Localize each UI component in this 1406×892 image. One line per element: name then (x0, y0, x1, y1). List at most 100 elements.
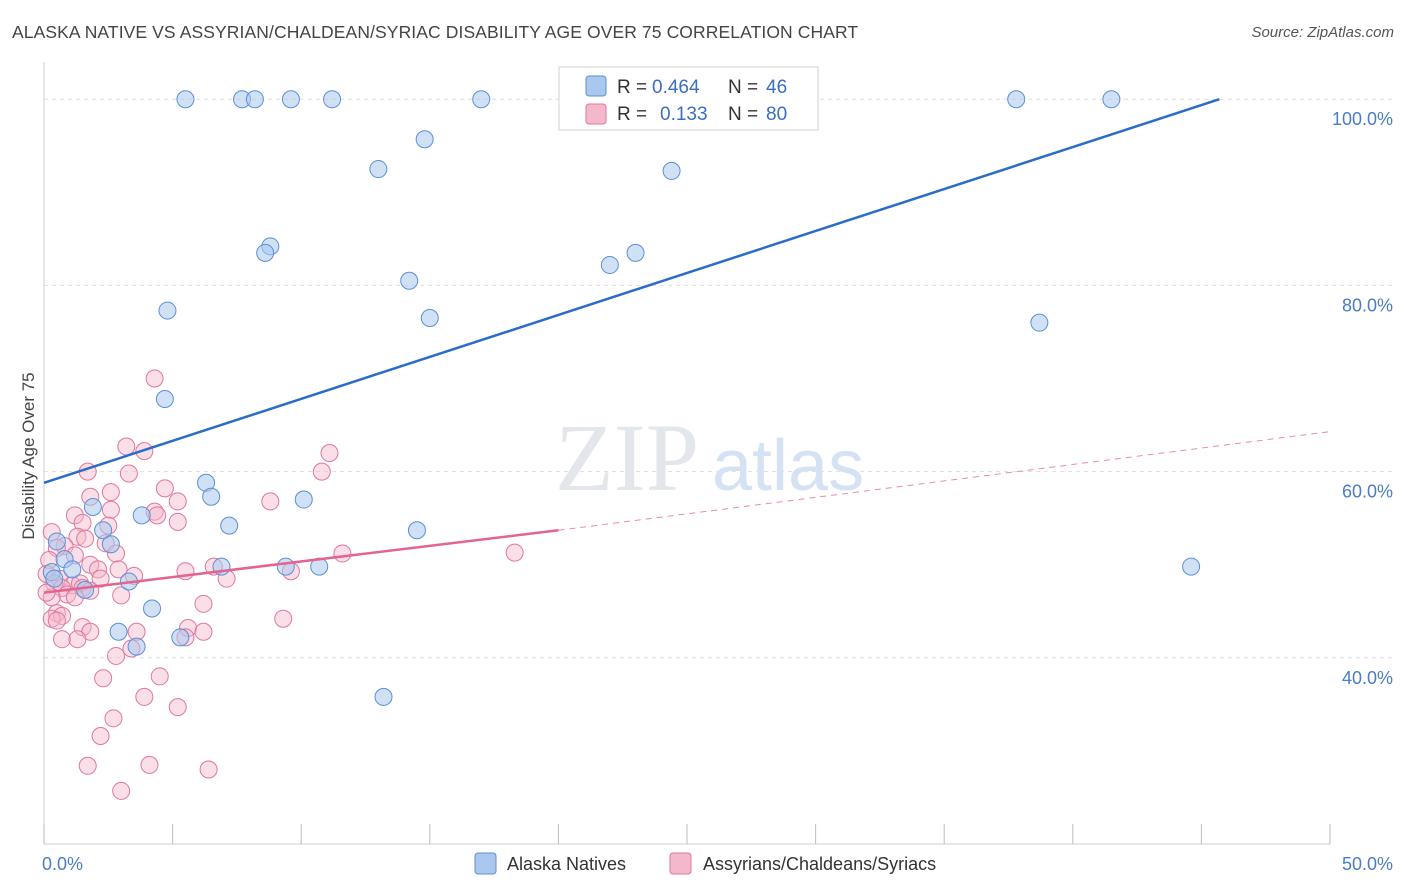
point-alaska (132, 506, 151, 525)
point-assyrians (312, 462, 331, 481)
point-alaska (369, 160, 388, 179)
axes (43, 62, 1331, 845)
point-assyrians (104, 709, 123, 728)
point-assyrians (47, 604, 66, 623)
point-assyrians (145, 369, 164, 388)
legend-n-label-2: N = (728, 104, 758, 125)
x-tick-label: 50.0% (1342, 854, 1393, 874)
point-alaska (294, 490, 313, 509)
point-assyrians (261, 492, 280, 511)
point-assyrians (168, 492, 187, 511)
y-tick-label: 100.0% (1332, 109, 1393, 129)
point-alaska (256, 243, 275, 262)
legend-n-value-1: 46 (766, 77, 787, 98)
legend-r-value-1: 0.464 (652, 77, 700, 98)
point-alaska (101, 535, 120, 554)
point-alaska (47, 532, 66, 551)
point-alaska (45, 569, 64, 588)
point-assyrians (65, 506, 84, 525)
point-assyrians (109, 560, 128, 579)
point-assyrians (505, 543, 524, 562)
legend-r-label-2: R = (617, 104, 647, 125)
point-alaska (1007, 90, 1026, 109)
y-tick-label: 40.0% (1342, 668, 1393, 688)
watermark-zip: ZIP (555, 404, 699, 511)
legend-r-label-1: R = (617, 77, 647, 98)
point-assyrians (119, 464, 138, 483)
trend-lines (43, 98, 1331, 594)
legend-n-value-2: 80 (766, 104, 787, 125)
point-assyrians (320, 444, 339, 462)
point-alaska (415, 130, 434, 149)
point-assyrians (47, 611, 66, 630)
y-tick-labels: 40.0% 60.0% 80.0% 100.0% (1332, 109, 1393, 688)
point-assyrians (148, 506, 167, 525)
chart-title: ALASKA NATIVE VS ASSYRIAN/CHALDEAN/SYRIA… (12, 22, 859, 42)
point-assyrians (112, 586, 131, 605)
legend-swatch-alaska (585, 75, 607, 97)
point-alaska (374, 687, 393, 706)
point-assyrians (168, 512, 187, 531)
legend-swatch-assyrians (585, 103, 607, 125)
point-assyrians (117, 437, 136, 456)
bottom-legend-swatch-assyrians (669, 852, 692, 875)
point-alaska (158, 301, 177, 320)
point-alaska (171, 628, 190, 647)
point-assyrians (274, 609, 293, 628)
point-alaska (83, 497, 102, 516)
point-alaska (600, 255, 619, 274)
point-assyrians (155, 479, 174, 498)
point-alaska (245, 90, 264, 109)
point-alaska (1102, 90, 1121, 109)
point-assyrians (199, 760, 218, 779)
point-alaska (109, 622, 128, 641)
point-assyrians (135, 687, 154, 706)
point-assyrians (194, 594, 213, 613)
point-alaska (176, 90, 195, 109)
point-assyrians (73, 513, 92, 532)
point-assyrians (333, 544, 352, 563)
point-assyrians (76, 529, 95, 548)
point-assyrians (107, 646, 126, 665)
point-assyrians (150, 667, 169, 686)
point-alaska (155, 390, 174, 409)
point-assyrians (68, 630, 87, 649)
y-tick-label: 80.0% (1342, 295, 1393, 315)
point-alaska (94, 521, 113, 540)
point-alaska (400, 271, 419, 290)
point-assyrians (91, 727, 110, 746)
trend-line-assyrians (43, 529, 559, 594)
point-assyrians (101, 500, 120, 519)
watermark-atlas: atlas (712, 426, 864, 506)
series-alaska-points (42, 90, 1201, 706)
point-assyrians (168, 698, 187, 717)
trend-line-assyrians-extension (558, 431, 1331, 531)
legend-r-value-2: 0.133 (660, 104, 708, 125)
bottom-legend-label-assyrians: Assyrians/Chaldeans/Syriacs (703, 854, 936, 874)
point-alaska (63, 560, 82, 579)
point-alaska (662, 161, 681, 180)
point-alaska (202, 487, 221, 506)
point-assyrians (101, 483, 120, 502)
point-alaska (420, 309, 439, 328)
point-assyrians (94, 669, 113, 688)
watermark: ZIP atlas (555, 404, 864, 511)
point-alaska (220, 516, 239, 535)
point-alaska (626, 243, 645, 262)
legend-n-label-1: N = (728, 77, 758, 98)
point-assyrians (91, 569, 110, 588)
point-alaska (76, 580, 95, 599)
point-alaska (323, 90, 342, 109)
y-tick-label: 60.0% (1342, 482, 1393, 502)
point-alaska (276, 557, 295, 576)
bottom-legend: Alaska Natives Assyrians/Chaldeans/Syria… (474, 852, 936, 875)
point-alaska (1030, 313, 1049, 332)
point-alaska (472, 90, 491, 109)
bottom-legend-label-alaska: Alaska Natives (507, 854, 626, 874)
point-alaska (143, 599, 162, 618)
point-alaska (281, 90, 300, 109)
point-alaska (1182, 557, 1201, 576)
source-credit: Source: ZipAtlas.com (1251, 24, 1394, 41)
point-assyrians (112, 781, 131, 800)
point-assyrians (68, 527, 87, 546)
